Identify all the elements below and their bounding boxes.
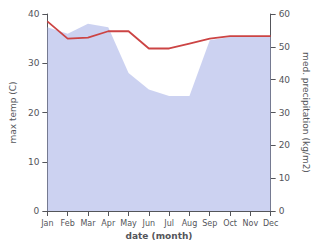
svg-text:Aug: Aug [182,219,198,228]
svg-text:Oct: Oct [223,219,237,228]
svg-text:Apr: Apr [101,219,116,228]
svg-text:30: 30 [279,108,291,118]
svg-text:med. precipitation (kg/m2): med. precipitation (kg/m2) [301,52,311,173]
svg-text:10: 10 [279,173,291,183]
svg-text:May: May [120,219,137,228]
svg-text:50: 50 [279,42,291,52]
svg-text:date (month): date (month) [126,231,193,241]
svg-text:Feb: Feb [61,219,75,228]
svg-text:Jun: Jun [142,219,156,228]
svg-text:20: 20 [279,140,291,150]
svg-text:40: 40 [279,75,291,85]
svg-text:40: 40 [28,9,40,19]
svg-text:20: 20 [28,108,40,118]
svg-text:Jan: Jan [40,219,53,228]
svg-text:Sep: Sep [202,219,217,228]
svg-text:0: 0 [34,206,40,216]
svg-text:max temp (C): max temp (C) [8,81,18,143]
svg-text:Dec: Dec [263,219,278,228]
svg-text:0: 0 [279,206,285,216]
svg-text:60: 60 [279,9,291,19]
svg-text:Jul: Jul [163,219,174,228]
svg-text:Mar: Mar [80,219,96,228]
svg-text:10: 10 [28,157,40,167]
svg-text:Nov: Nov [243,219,259,228]
svg-text:30: 30 [28,58,40,68]
